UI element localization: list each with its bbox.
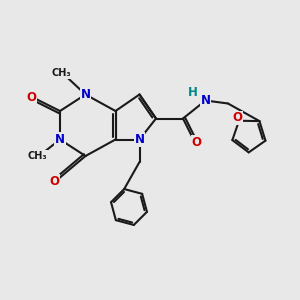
Text: CH₃: CH₃	[52, 68, 71, 79]
Text: N: N	[80, 88, 91, 101]
Text: H: H	[188, 85, 198, 99]
Text: N: N	[200, 94, 211, 107]
Text: O: O	[49, 175, 59, 188]
Text: CH₃: CH₃	[28, 151, 47, 161]
Text: N: N	[134, 133, 145, 146]
Text: O: O	[26, 91, 37, 104]
Text: O: O	[191, 136, 202, 149]
Text: O: O	[232, 111, 242, 124]
Text: N: N	[55, 133, 65, 146]
